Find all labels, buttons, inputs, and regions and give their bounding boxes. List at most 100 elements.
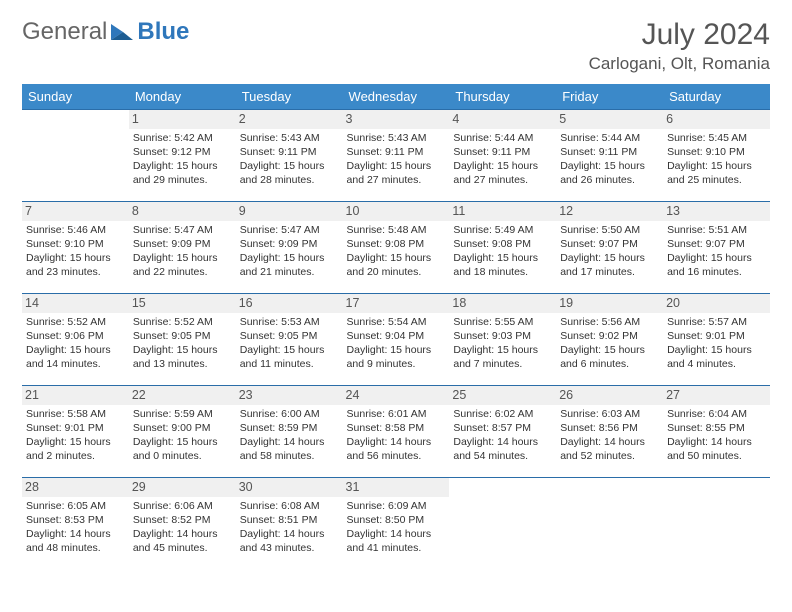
day-number: 23 [236, 386, 343, 405]
cell-sunrise: Sunrise: 5:44 AM [453, 131, 552, 145]
day-number: 29 [129, 478, 236, 497]
cell-sunset: Sunset: 9:05 PM [133, 329, 232, 343]
calendar-cell: 5Sunrise: 5:44 AMSunset: 9:11 PMDaylight… [556, 110, 663, 202]
calendar-cell: 19 Sunrise: 5:56 AMSunset: 9:02 PMDayligh… [556, 294, 663, 386]
calendar-cell: 6Sunrise: 5:45 AMSunset: 9:10 PMDaylight… [663, 110, 770, 202]
cell-sunset: Sunset: 9:11 PM [347, 145, 446, 159]
day-number: 11 [449, 202, 556, 221]
calendar-week: 14 Sunrise: 5:52 AM Sunset: 9:06 PM Dayligh… [22, 294, 770, 386]
calendar-cell [22, 110, 129, 202]
cell-sunrise: Sunrise: 5:56 AM [560, 315, 659, 329]
cell-daylight: Daylight: 15 hours and 17 minutes. [560, 251, 659, 279]
day-number: 9 [236, 202, 343, 221]
cell-sunrise: Sunrise: 5:51 AM [667, 223, 766, 237]
cell-daylight: Daylight: 15 hours and 22 minutes. [133, 251, 232, 279]
weekday-header: Sunday [22, 84, 129, 110]
day-number: 31 [343, 478, 450, 497]
calendar-cell: 1Sunrise: 5:42 AMSunset: 9:12 PMDaylight… [129, 110, 236, 202]
calendar-week: 1Sunrise: 5:42 AMSunset: 9:12 PMDaylight… [22, 110, 770, 202]
cell-daylight: Daylight: 15 hours and 9 minutes. [347, 343, 446, 371]
calendar-table: SundayMondayTuesdayWednesdayThursdayFrid… [22, 84, 770, 570]
cell-sunrise: Sunrise: 5:59 AM [133, 407, 232, 421]
cell-daylight: Daylight: 15 hours and 27 minutes. [347, 159, 446, 187]
cell-daylight: Daylight: 14 hours and 56 minutes. [347, 435, 446, 463]
day-number: 27 [663, 386, 770, 405]
cell-sunset: Sunset: 9:06 PM [26, 329, 125, 343]
cell-sunrise: Sunrise: 6:05 AM [26, 499, 125, 513]
cell-sunset: Sunset: 9:08 PM [347, 237, 446, 251]
day-number: 12 [556, 202, 663, 221]
calendar-cell: 10Sunrise: 5:48 AMSunset: 9:08 PMDayligh… [343, 202, 450, 294]
calendar-cell [556, 478, 663, 570]
cell-sunrise: Sunrise: 5:43 AM [347, 131, 446, 145]
cell-daylight: Daylight: 15 hours and 28 minutes. [240, 159, 339, 187]
cell-sunrise: Sunrise: 5:50 AM [560, 223, 659, 237]
cell-sunrise: Sunrise: 5:45 AM [667, 131, 766, 145]
day-number: 21 [22, 386, 129, 405]
calendar-week: 21Sunrise: 5:58 AMSunset: 9:01 PMDayligh… [22, 386, 770, 478]
cell-daylight: Daylight: 15 hours and 2 minutes. [26, 435, 125, 463]
day-number: 26 [556, 386, 663, 405]
calendar-cell: 16Sunrise: 5:53 AMSunset: 9:05 PMDayligh… [236, 294, 343, 386]
cell-sunrise: Sunrise: 6:03 AM [560, 407, 659, 421]
cell-sunset: Sunset: 9:10 PM [26, 237, 125, 251]
weekday-header: Thursday [449, 84, 556, 110]
header-bar: General Blue July 2024 Carlogani, Olt, R… [22, 18, 770, 74]
calendar-cell [663, 478, 770, 570]
cell-sunset: Sunset: 9:10 PM [667, 145, 766, 159]
cell-sunrise: Sunrise: 5:57 AM [667, 315, 766, 329]
weekday-header: Saturday [663, 84, 770, 110]
calendar-cell: 18Sunrise: 5:55 AMSunset: 9:03 PMDayligh… [449, 294, 556, 386]
calendar-cell: 27Sunrise: 6:04 AMSunset: 8:55 PMDayligh… [663, 386, 770, 478]
calendar-cell: 9Sunrise: 5:47 AMSunset: 9:09 PMDaylight… [236, 202, 343, 294]
cell-sunset: Sunset: 9:08 PM [453, 237, 552, 251]
cell-sunset: Sunset: 9:09 PM [240, 237, 339, 251]
cell-sunset: Sunset: 8:57 PM [453, 421, 552, 435]
calendar-cell: 11Sunrise: 5:49 AMSunset: 9:08 PMDayligh… [449, 202, 556, 294]
cell-sunrise: Sunrise: 5:48 AM [347, 223, 446, 237]
cell-sunset: Sunset: 9:09 PM [133, 237, 232, 251]
day-number: 3 [343, 110, 450, 129]
cell-daylight: Daylight: 15 hours and 0 minutes. [133, 435, 232, 463]
cell-sunset: Sunset: 9:04 PM [347, 329, 446, 343]
logo: General Blue [22, 18, 189, 46]
cell-daylight: Daylight: 14 hours and 41 minutes. [347, 527, 446, 555]
cell-daylight: Daylight: 14 hours and 48 minutes. [26, 527, 125, 555]
calendar-week: 28Sunrise: 6:05 AMSunset: 8:53 PMDayligh… [22, 478, 770, 570]
day-number: 22 [129, 386, 236, 405]
day-number: 19 [556, 294, 663, 313]
calendar-week: 7Sunrise: 5:46 AMSunset: 9:10 PMDaylight… [22, 202, 770, 294]
calendar-cell: 23Sunrise: 6:00 AMSunset: 8:59 PMDayligh… [236, 386, 343, 478]
page-subtitle: Carlogani, Olt, Romania [589, 54, 770, 74]
day-number: 5 [556, 110, 663, 129]
calendar-cell: 26Sunrise: 6:03 AMSunset: 8:56 PMDayligh… [556, 386, 663, 478]
cell-sunset: Sunset: 8:52 PM [133, 513, 232, 527]
cell-sunset: Sunset: 9:03 PM [453, 329, 552, 343]
cell-daylight: Daylight: 15 hours and 18 minutes. [453, 251, 552, 279]
cell-daylight: Daylight: 15 hours and 21 minutes. [240, 251, 339, 279]
cell-sunset: Sunset: 9:01 PM [667, 329, 766, 343]
page-title: July 2024 [589, 18, 770, 52]
day-number: 14 [22, 294, 129, 313]
calendar-cell: 3 Sunrise: 5:43 AMSunset: 9:11 PMDaylight… [343, 110, 450, 202]
calendar-cell: 17Sunrise: 5:54 AMSunset: 9:04 PMDayligh… [343, 294, 450, 386]
cell-daylight: Daylight: 15 hours and 11 minutes. [240, 343, 339, 371]
day-number: 30 [236, 478, 343, 497]
day-number: 24 [343, 386, 450, 405]
cell-sunrise: Sunrise: 6:00 AM [240, 407, 339, 421]
day-number: 6 [663, 110, 770, 129]
cell-daylight: Daylight: 15 hours and 6 minutes. [560, 343, 659, 371]
cell-sunset: Sunset: 9:02 PM [560, 329, 659, 343]
cell-sunrise: Sunrise: 5:46 AM [26, 223, 125, 237]
calendar-cell: 12Sunrise: 5:50 AMSunset: 9:07 PMDayligh… [556, 202, 663, 294]
cell-sunrise: Sunrise: 6:01 AM [347, 407, 446, 421]
cell-daylight: Daylight: 15 hours and 26 minutes. [560, 159, 659, 187]
calendar-cell: 28Sunrise: 6:05 AMSunset: 8:53 PMDayligh… [22, 478, 129, 570]
cell-daylight: Daylight: 14 hours and 43 minutes. [240, 527, 339, 555]
cell-sunrise: Sunrise: 5:43 AM [240, 131, 339, 145]
day-number: 16 [236, 294, 343, 313]
cell-sunrise: Sunrise: 5:52 AM [133, 315, 232, 329]
cell-sunrise: Sunrise: 6:09 AM [347, 499, 446, 513]
day-number: 13 [663, 202, 770, 221]
cell-sunset: Sunset: 8:59 PM [240, 421, 339, 435]
